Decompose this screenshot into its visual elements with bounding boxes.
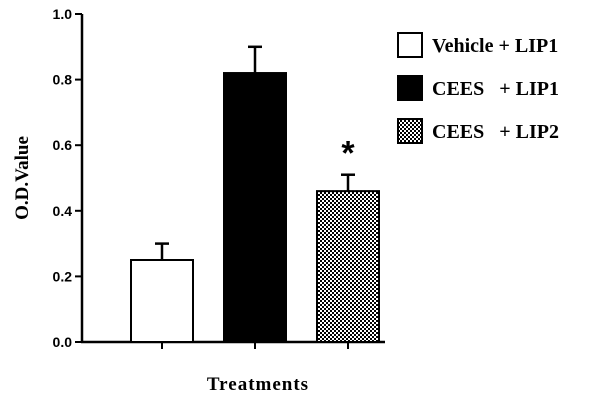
y-tick-label: 0.6 [53,137,73,153]
bar [130,259,194,343]
legend-swatch [397,118,423,144]
legend: Vehicle + LIP1 CEES + LIP1 CEES + LIP2 [397,32,559,144]
bars [130,45,380,343]
y-tick-label: 0.2 [53,268,73,284]
legend-label: Vehicle + LIP1 [432,35,558,57]
y-tick-label: 0.4 [53,203,73,219]
x-ticks [161,342,349,349]
y-axis-title: O.D.Value [12,136,33,220]
legend-swatch [397,32,423,58]
significance-star: * [341,135,355,173]
legend-swatch [397,75,423,101]
y-tick-label: 0.0 [53,334,73,350]
y-ticks: 0.0 0.2 0.4 0.6 0.8 1.0 [53,6,82,350]
y-tick-label: 1.0 [53,6,73,22]
y-tick-label: 0.8 [53,72,73,88]
bar [223,72,287,343]
x-axis-title: Treatments [207,374,309,395]
bar [316,190,380,343]
legend-label: CEES + LIP1 [432,78,559,100]
legend-label: CEES + LIP2 [432,121,559,143]
annotations: * [341,135,355,173]
